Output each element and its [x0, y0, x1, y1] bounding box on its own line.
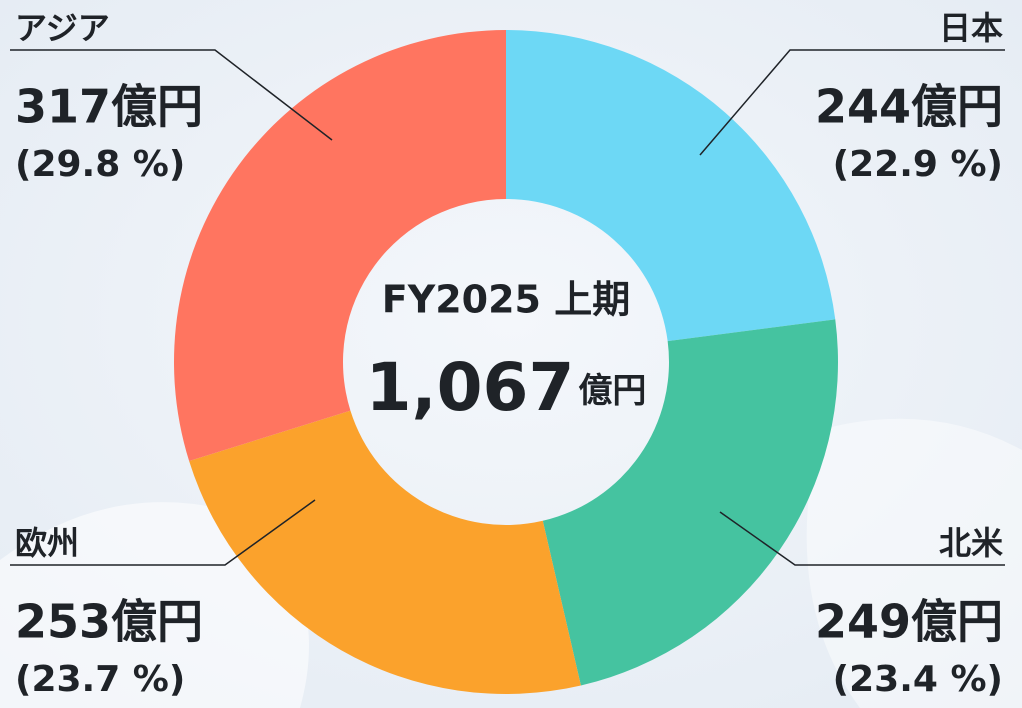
- percent-label: (22.9 %): [833, 144, 1003, 185]
- leader-line: [10, 49, 333, 141]
- value-label: 317億円: [15, 80, 203, 134]
- leader-line: [719, 511, 1005, 566]
- donut-slice: [174, 30, 507, 462]
- percent-label: (23.4 %): [833, 659, 1003, 700]
- value-label: 249億円: [815, 595, 1003, 649]
- category-label: 北米: [939, 524, 1003, 562]
- category-label: 日本: [939, 9, 1003, 47]
- leader-line: [699, 49, 1005, 156]
- category-label: 欧州: [15, 524, 79, 562]
- center-unit: 億円: [578, 371, 646, 411]
- value-label: 253億円: [15, 595, 203, 649]
- donut: [174, 30, 838, 694]
- leader-line: [10, 499, 316, 566]
- center-title: FY2025 上期: [382, 278, 630, 322]
- donut-slice: [189, 410, 581, 694]
- map-shape: [806, 418, 1022, 708]
- center-total: 1,067 億円: [366, 349, 647, 426]
- value-label: 244億円: [815, 80, 1003, 134]
- percent-label: (29.8 %): [15, 144, 185, 185]
- percent-label: (23.7 %): [15, 659, 185, 700]
- donut-slice: [506, 30, 836, 342]
- category-label: アジア: [15, 9, 110, 47]
- center-value: 1,067: [366, 349, 575, 426]
- map-shape: [0, 502, 309, 708]
- donut-slice: [542, 319, 838, 686]
